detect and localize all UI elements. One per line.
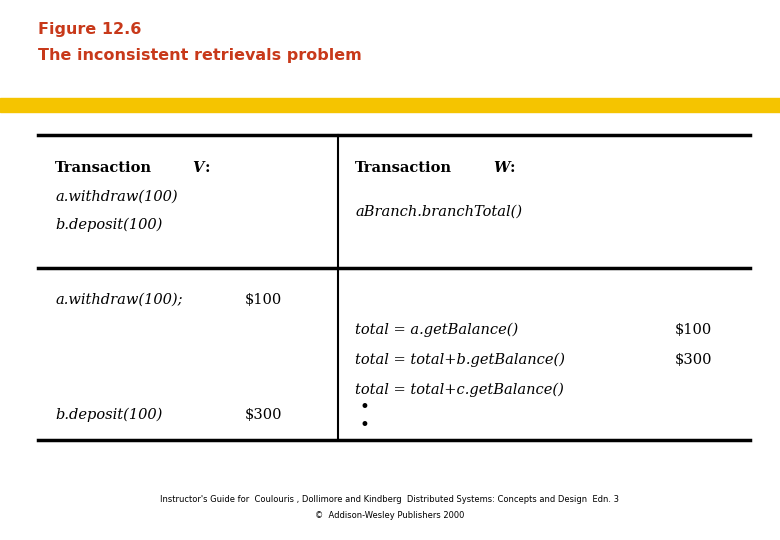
Text: Transaction: Transaction [355,161,452,175]
Text: b.deposit(100): b.deposit(100) [55,218,162,232]
Text: aBranch.branchTotal(): aBranch.branchTotal() [355,205,522,219]
Text: $100: $100 [675,323,712,337]
Text: ©  Addison-Wesley Publishers 2000: © Addison-Wesley Publishers 2000 [315,511,465,521]
Text: total = total+c.getBalance(): total = total+c.getBalance() [355,383,564,397]
Text: Instructor's Guide for  Coulouris , Dollimore and Kindberg  Distributed Systems:: Instructor's Guide for Coulouris , Dolli… [161,496,619,504]
Text: $100: $100 [245,293,282,307]
Text: $300: $300 [245,408,282,422]
Text: :: : [205,161,211,175]
Text: Figure 12.6: Figure 12.6 [38,22,141,37]
Text: Transaction: Transaction [55,161,152,175]
Text: The inconsistent retrievals problem: The inconsistent retrievals problem [38,48,362,63]
Text: b.deposit(100): b.deposit(100) [55,408,162,422]
Text: total = a.getBalance(): total = a.getBalance() [355,323,518,337]
Text: W: W [493,161,509,175]
Text: a.withdraw(100): a.withdraw(100) [55,190,178,204]
Text: V: V [192,161,204,175]
Text: total = total+b.getBalance(): total = total+b.getBalance() [355,353,565,367]
Bar [0,98,780,112]
Text: •: • [360,400,370,416]
Text: $300: $300 [675,353,712,367]
Text: :: : [510,161,516,175]
Text: •: • [360,416,370,434]
Text: a.withdraw(100);: a.withdraw(100); [55,293,183,307]
